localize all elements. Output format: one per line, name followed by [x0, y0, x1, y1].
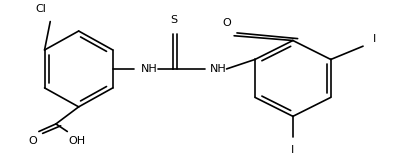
Text: S: S [170, 15, 177, 25]
Text: OH: OH [68, 136, 85, 146]
Text: I: I [372, 34, 376, 44]
Text: Cl: Cl [35, 4, 46, 14]
Text: O: O [29, 136, 38, 146]
Text: NH: NH [210, 64, 226, 74]
Text: NH: NH [141, 64, 158, 74]
Text: I: I [291, 145, 294, 155]
Text: O: O [222, 18, 231, 28]
